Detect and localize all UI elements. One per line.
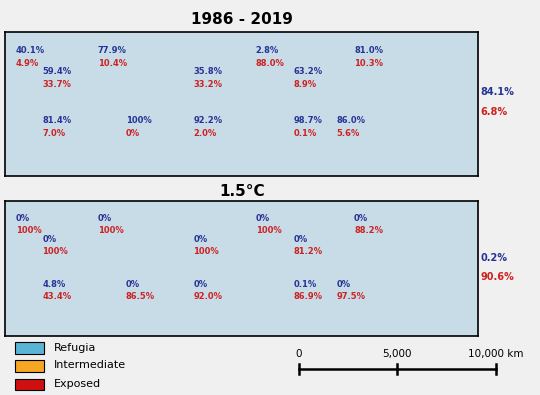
Text: 100%: 100% <box>98 226 123 235</box>
Text: 40.1%: 40.1% <box>16 46 45 55</box>
Text: 8.9%: 8.9% <box>294 81 317 89</box>
Text: 1.5°C: 1.5°C <box>219 184 265 199</box>
Text: 0%: 0% <box>98 214 112 224</box>
Text: 33.7%: 33.7% <box>42 81 71 89</box>
Text: 2.8%: 2.8% <box>256 46 279 55</box>
Text: 6.8%: 6.8% <box>480 107 508 117</box>
FancyBboxPatch shape <box>15 379 44 390</box>
Text: 63.2%: 63.2% <box>294 68 323 77</box>
Text: 100%: 100% <box>42 246 68 256</box>
Text: 88.0%: 88.0% <box>256 59 285 68</box>
Text: 0.2%: 0.2% <box>480 253 507 263</box>
Text: 81.4%: 81.4% <box>42 117 71 126</box>
Text: 0%: 0% <box>126 280 140 289</box>
Text: 0%: 0% <box>336 280 350 289</box>
Text: 7.0%: 7.0% <box>42 130 65 139</box>
Text: 5,000: 5,000 <box>382 349 412 359</box>
Text: 59.4%: 59.4% <box>42 68 71 77</box>
Text: 100%: 100% <box>256 226 281 235</box>
FancyBboxPatch shape <box>15 342 44 354</box>
Text: 100%: 100% <box>16 226 42 235</box>
Text: 92.0%: 92.0% <box>193 292 222 301</box>
Text: 90.6%: 90.6% <box>480 272 514 282</box>
Text: 0.1%: 0.1% <box>294 280 317 289</box>
Text: 0.1%: 0.1% <box>294 130 317 139</box>
Text: 10.3%: 10.3% <box>354 59 383 68</box>
Text: 0%: 0% <box>354 214 368 224</box>
Text: 81.0%: 81.0% <box>354 46 383 55</box>
Text: 0%: 0% <box>256 214 270 224</box>
Text: 0%: 0% <box>193 235 207 244</box>
Text: 0%: 0% <box>16 214 30 224</box>
Text: 10,000 km: 10,000 km <box>468 349 523 359</box>
Text: 98.7%: 98.7% <box>294 117 322 126</box>
Text: 43.4%: 43.4% <box>42 292 71 301</box>
Text: 10.4%: 10.4% <box>98 59 127 68</box>
Text: Refugia: Refugia <box>54 342 96 353</box>
Text: 84.1%: 84.1% <box>480 87 514 97</box>
Text: 0: 0 <box>296 349 302 359</box>
Text: 77.9%: 77.9% <box>98 46 126 55</box>
Text: 0%: 0% <box>42 235 56 244</box>
Text: 5.6%: 5.6% <box>336 130 360 139</box>
Text: Intermediate: Intermediate <box>54 360 126 370</box>
Text: 0%: 0% <box>193 280 207 289</box>
Text: 86.9%: 86.9% <box>294 292 322 301</box>
Text: 86.5%: 86.5% <box>126 292 155 301</box>
Text: 0%: 0% <box>294 235 308 244</box>
Text: 81.2%: 81.2% <box>294 246 323 256</box>
Text: 1986 - 2019: 1986 - 2019 <box>191 12 293 27</box>
Text: 4.8%: 4.8% <box>42 280 65 289</box>
Text: Exposed: Exposed <box>54 379 101 389</box>
Text: 92.2%: 92.2% <box>193 117 222 126</box>
Text: 4.9%: 4.9% <box>16 59 39 68</box>
Text: 88.2%: 88.2% <box>354 226 383 235</box>
FancyBboxPatch shape <box>15 360 44 372</box>
Text: 100%: 100% <box>193 246 219 256</box>
Text: 35.8%: 35.8% <box>193 68 222 77</box>
Text: 86.0%: 86.0% <box>336 117 365 126</box>
Text: 100%: 100% <box>126 117 152 126</box>
Text: 0%: 0% <box>126 130 140 139</box>
Text: 97.5%: 97.5% <box>336 292 365 301</box>
Text: 33.2%: 33.2% <box>193 81 222 89</box>
Text: 2.0%: 2.0% <box>193 130 217 139</box>
